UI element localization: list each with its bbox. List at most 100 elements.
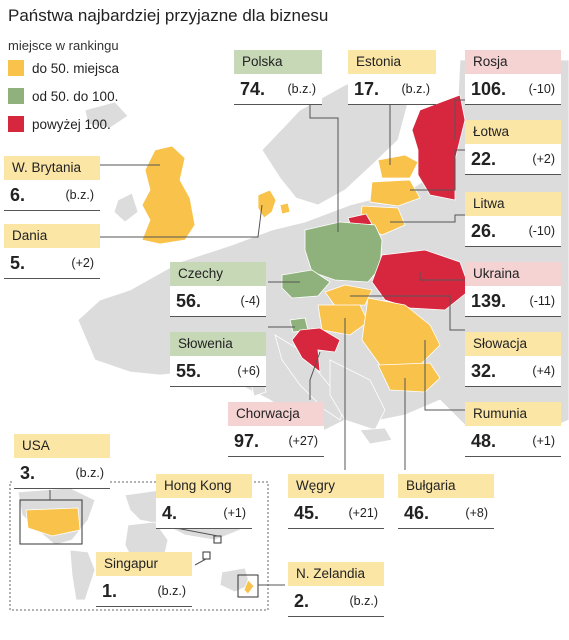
card-czechy: Czechy 56. (-4) <box>170 262 266 317</box>
country-rank: 5. <box>10 252 26 273</box>
rank-change: (+27) <box>288 434 318 448</box>
country-name: Węgry <box>288 474 384 498</box>
singapore-marker-box <box>202 551 211 560</box>
country-name: Słowenia <box>170 332 266 356</box>
legend-item-yellow: do 50. miejsca <box>8 60 119 76</box>
rank-change: (b.z.) <box>157 584 186 598</box>
world-inset-frame <box>9 481 269 611</box>
rank-change: (+6) <box>237 364 260 378</box>
legend-label: do 50. miejsca <box>32 60 120 76</box>
leader-lotwa <box>410 149 465 191</box>
country-rank: 22. <box>471 148 497 169</box>
rank-change: (b.z.) <box>65 188 94 202</box>
country-rank: 55. <box>176 360 202 381</box>
country-name: Czechy <box>170 262 266 286</box>
rank-change: (b.z.) <box>287 82 316 96</box>
card-rumunia: Rumunia 48. (+1) <box>465 402 561 457</box>
czechia-shape <box>281 269 331 299</box>
card-chorwacja: Chorwacja 97. (+27) <box>228 402 324 457</box>
rank-change: (+1) <box>223 506 246 520</box>
rank-change: (-10) <box>528 82 555 96</box>
leader-lines <box>49 99 465 586</box>
card-hongkong: Hong Kong 4. (+1) <box>156 474 252 529</box>
rank-change: (b.z.) <box>401 82 430 96</box>
country-rank: 26. <box>471 220 497 241</box>
legend-header: miejsce w rankingu <box>8 38 119 53</box>
australia-land <box>219 567 251 593</box>
rank-change: (+2) <box>71 256 94 270</box>
leader-slowacja <box>350 295 465 331</box>
leader-singapur <box>194 558 207 566</box>
romania-shape <box>361 297 441 366</box>
legend-item-red: powyżej 100. <box>8 116 111 132</box>
country-rank: 48. <box>471 430 497 451</box>
country-rank: 17. <box>354 78 380 99</box>
ireland-land <box>113 192 139 223</box>
iceland-land <box>84 101 129 129</box>
card-usa: USA 3. (b.z.) <box>14 434 110 489</box>
croatia-shape <box>291 327 341 373</box>
country-name: Rosja <box>465 50 561 74</box>
legend-swatch-yellow <box>8 60 24 76</box>
rank-change: (+21) <box>348 506 378 520</box>
country-rank: 74. <box>240 78 266 99</box>
rank-change: (+1) <box>532 434 555 448</box>
card-wbrytania: W. Brytania 6. (b.z.) <box>4 156 100 211</box>
leader-polska <box>309 100 339 232</box>
rank-change: (+2) <box>532 152 555 166</box>
card-polska: Polska 74. (b.z.) <box>234 50 322 105</box>
rank-change: (+8) <box>465 506 488 520</box>
card-ukraina: Ukraina 139. (-11) <box>465 262 561 317</box>
country-name: Bułgaria <box>398 474 494 498</box>
leader-dania <box>100 204 263 238</box>
card-estonia: Estonia 17. (b.z.) <box>348 50 436 105</box>
denmark-shape <box>257 189 291 219</box>
card-litwa: Litwa 26. (-10) <box>465 192 561 247</box>
usa-shape <box>25 507 81 537</box>
country-name: Polska <box>234 50 322 74</box>
leader-ukraina <box>419 272 465 281</box>
leader-rosja <box>454 99 465 140</box>
country-name: Łotwa <box>465 120 561 144</box>
rank-change: (b.z.) <box>349 594 378 608</box>
country-rank: 46. <box>404 502 430 523</box>
country-name: Estonia <box>348 50 436 74</box>
country-name: Rumunia <box>465 402 561 426</box>
legend-item-green: od 50. do 100. <box>8 88 118 104</box>
nzealand-shape <box>243 579 255 595</box>
card-bulgaria: Bułgaria 46. (+8) <box>398 474 494 529</box>
country-name: Słowacja <box>465 332 561 356</box>
country-rank: 106. <box>471 78 507 99</box>
country-rank: 139. <box>471 290 507 311</box>
country-name: W. Brytania <box>4 156 100 180</box>
country-rank: 32. <box>471 360 497 381</box>
legend-swatch-green <box>8 88 24 104</box>
country-name: Chorwacja <box>228 402 324 426</box>
leader-chorwacja <box>309 351 321 400</box>
rank-change: (b.z.) <box>75 466 104 480</box>
rank-change: (-11) <box>529 294 555 308</box>
card-slowacja: Słowacja 32. (+4) <box>465 332 561 387</box>
country-name: USA <box>14 434 110 458</box>
rank-change: (-10) <box>528 224 555 238</box>
country-rank: 1. <box>102 580 118 601</box>
estonia-shape <box>377 154 419 179</box>
country-name: Dania <box>4 224 100 248</box>
nzealand-marker-box <box>237 574 259 598</box>
south-america-land <box>69 549 96 601</box>
card-dania: Dania 5. (+2) <box>4 224 100 279</box>
rank-change: (+4) <box>532 364 555 378</box>
hungary-shape <box>317 304 369 336</box>
country-name: N. Zelandia <box>288 562 384 586</box>
chart-title: Państwa najbardziej przyjazne dla biznes… <box>8 6 329 25</box>
usa-marker-box <box>19 499 83 545</box>
country-rank: 3. <box>20 462 36 483</box>
rank-change: (-4) <box>240 294 260 308</box>
card-slowenia: Słowenia 55. (+6) <box>170 332 266 387</box>
country-rank: 97. <box>234 430 260 451</box>
card-rosja: Rosja 106. (-10) <box>465 50 561 105</box>
country-rank: 2. <box>294 590 310 611</box>
latvia-shape <box>369 179 421 207</box>
slovakia-shape <box>324 284 373 307</box>
